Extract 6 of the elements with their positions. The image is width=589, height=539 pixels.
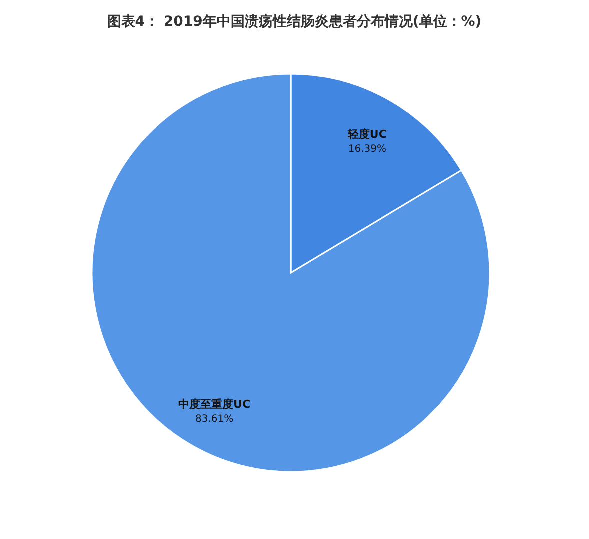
slice-label: 中度至重度UC (178, 398, 251, 412)
data-label: 16.39% (348, 144, 387, 155)
pie-slice (91, 73, 491, 472)
chart-title: 图表4： 2019年中国溃疡性结肠炎患者分布情况(单位：%) (107, 13, 482, 30)
data-label: 83.61% (195, 414, 234, 426)
slice-label: 轻度UC (346, 128, 387, 141)
